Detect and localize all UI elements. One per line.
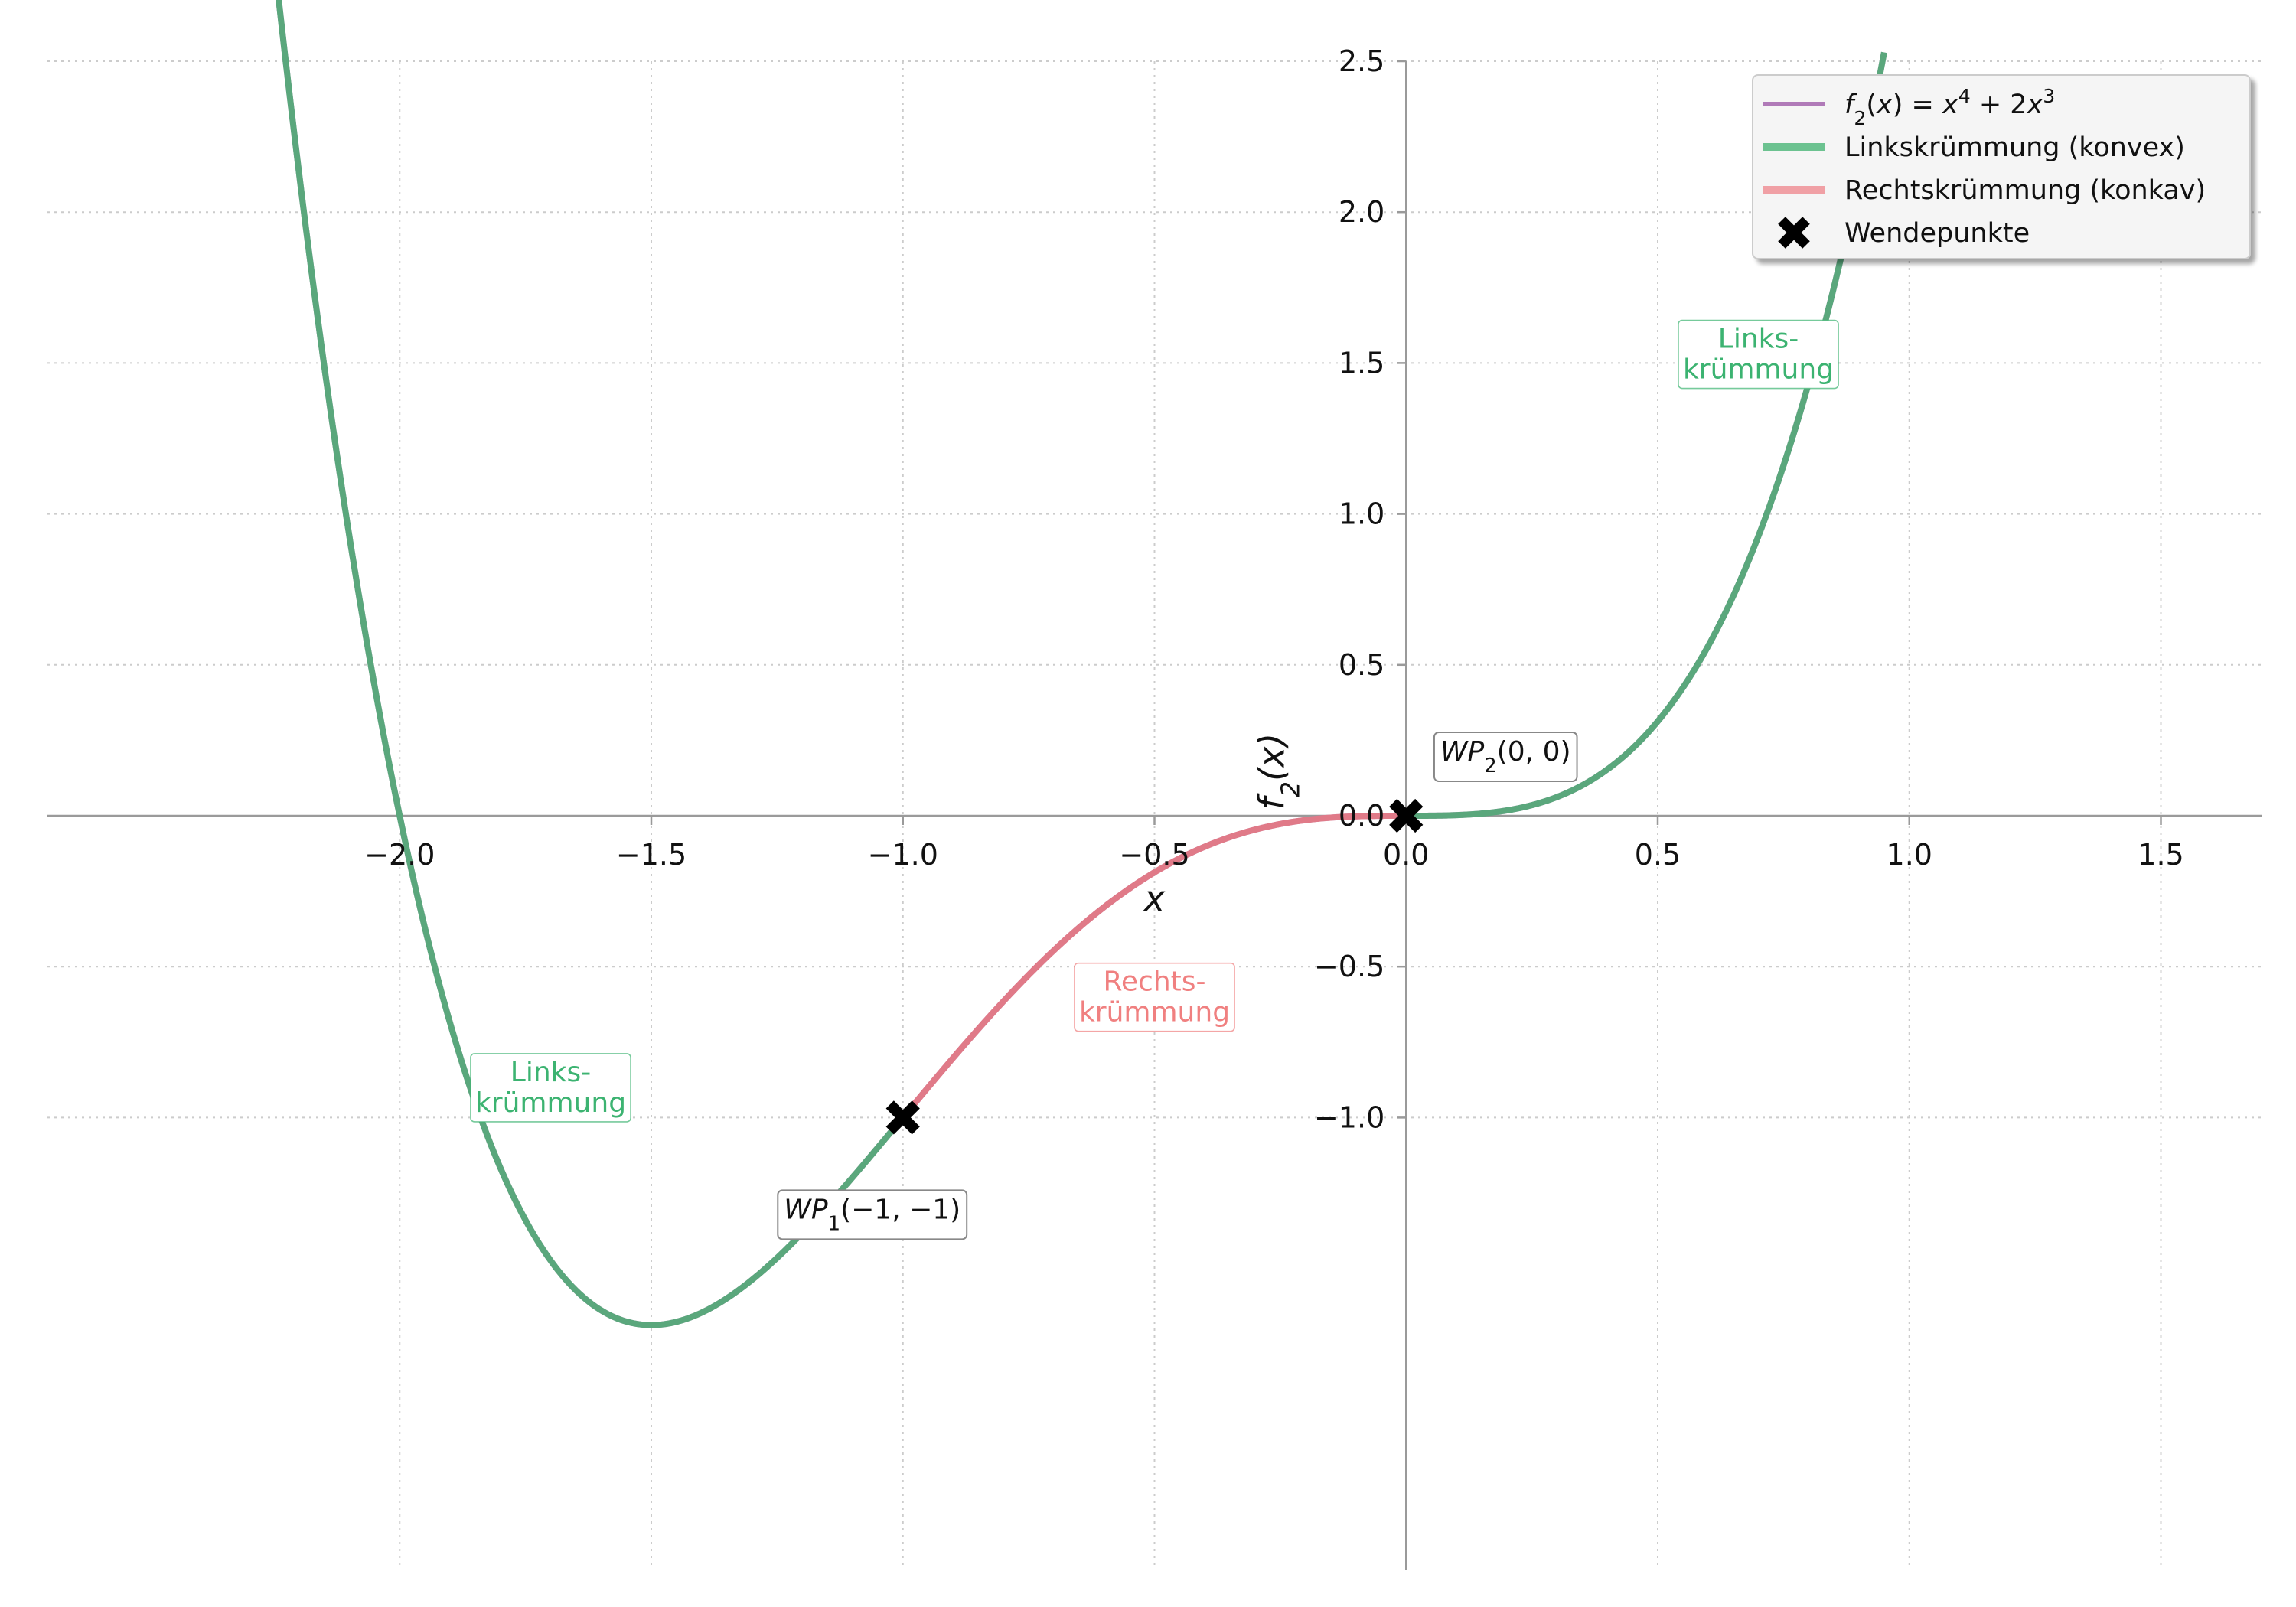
- annotation-box: [470, 1053, 631, 1123]
- x-tick-label: −1.0: [868, 838, 938, 872]
- tick-labels: −2.0 −1.5 −1.0 −0.5 0.0 0.5 1.0 1.5 −1.0 −0.5 0.0 0…: [364, 44, 2184, 1134]
- x-marker-stroke: [1389, 798, 1424, 833]
- curvature-annotation: Rechts-krümmung: [1074, 962, 1235, 1032]
- annotation-line: krümmung: [1683, 354, 1834, 386]
- annotation-box: [1678, 319, 1839, 390]
- legend-marker: [1778, 217, 1810, 249]
- x-tick-label: 0.0: [1383, 838, 1429, 872]
- x-marker-stroke: [1778, 217, 1810, 249]
- annotation-line: krümmung: [475, 1087, 626, 1119]
- y-axis-label: f2(x): [1251, 733, 1305, 810]
- wp2-label: WP2(0, 0): [1433, 732, 1578, 782]
- annotation-line: Rechts-: [1103, 966, 1205, 998]
- curvature-annotation: Links-krümmung: [1678, 319, 1839, 390]
- inflection-points: WP1(−1, −1) WP2(0, 0): [777, 732, 1578, 1240]
- legend-entry: Linkskrümmung (konvex): [1763, 132, 2185, 163]
- series-line-konvex: [1406, 51, 1887, 819]
- y-tick-label: 2.5: [1339, 44, 1384, 78]
- legend-label: Wendepunkte: [1844, 218, 2030, 249]
- legend-entry: Wendepunkte: [1778, 217, 2030, 249]
- annotations: Links-krümmungRechts-krümmungLinks-krümm…: [470, 319, 1839, 1123]
- series-line-konvex: [276, 0, 905, 1328]
- y-tick-label: 0.0: [1339, 799, 1384, 833]
- x-tick-label: −0.5: [1119, 838, 1189, 872]
- label-text: WP2(0, 0): [1440, 736, 1571, 777]
- y-tick-label: 1.0: [1339, 497, 1384, 531]
- y-tick-label: 1.5: [1339, 346, 1384, 380]
- legend-label: Linkskrümmung (konvex): [1844, 132, 2185, 163]
- annotation-line: Links-: [1718, 324, 1799, 355]
- label-box: [777, 1189, 968, 1240]
- wp1-label: WP1(−1, −1): [777, 1189, 968, 1240]
- x-tick-label: −1.5: [616, 838, 687, 872]
- axis-labels: x f2(x): [1143, 733, 1305, 919]
- x-tick-label: 0.5: [1635, 838, 1681, 872]
- inflection-point: [1389, 798, 1424, 833]
- inflection-point: [885, 1100, 920, 1135]
- series-line-konkav: [900, 813, 1407, 1120]
- x-marker-stroke: [885, 1100, 920, 1135]
- legend-entry: Rechtskrümmung (konkav): [1763, 175, 2206, 206]
- curves: [276, 0, 1887, 1328]
- y-tick-label: −0.5: [1314, 950, 1384, 983]
- annotation-line: Links-: [510, 1057, 591, 1088]
- y-tick-label: 2.0: [1339, 195, 1384, 229]
- legend-label: Rechtskrümmung (konkav): [1844, 175, 2206, 206]
- x-tick-label: 1.5: [2138, 838, 2183, 872]
- y-tick-label: 0.5: [1339, 648, 1384, 682]
- label-text: WP1(−1, −1): [784, 1194, 960, 1235]
- y-tick-label: −1.0: [1314, 1100, 1384, 1134]
- annotation-line: krümmung: [1079, 997, 1230, 1028]
- label-box: [1433, 732, 1578, 782]
- x-tick-label: −2.0: [364, 838, 435, 872]
- x-axis-label: x: [1143, 878, 1166, 919]
- curvature-annotation: Links-krümmung: [470, 1053, 631, 1123]
- legend-box: [1752, 74, 2251, 259]
- annotation-box: [1074, 962, 1235, 1032]
- x-tick-label: 1.0: [1887, 838, 1932, 872]
- series-line-f2: [276, 0, 1887, 1328]
